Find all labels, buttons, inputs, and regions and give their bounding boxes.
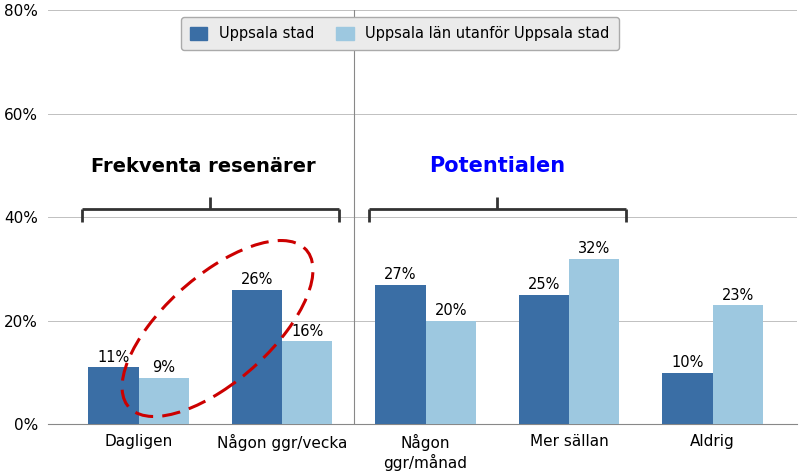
Text: 9%: 9% — [152, 360, 175, 375]
Text: 10%: 10% — [671, 355, 703, 370]
Bar — [425, 321, 476, 424]
Bar — [282, 342, 332, 424]
Bar — [88, 367, 139, 424]
Text: 27%: 27% — [384, 267, 417, 282]
Text: 20%: 20% — [434, 303, 467, 318]
Text: 26%: 26% — [241, 272, 273, 287]
Text: Potentialen: Potentialen — [429, 156, 566, 176]
Bar — [662, 372, 713, 424]
Text: Frekventa resenärer: Frekventa resenärer — [91, 157, 316, 176]
Text: 11%: 11% — [98, 350, 130, 365]
Bar — [139, 378, 189, 424]
Text: 32%: 32% — [578, 241, 610, 256]
Bar — [519, 295, 569, 424]
Bar — [569, 258, 619, 424]
Bar — [231, 290, 282, 424]
Text: 23%: 23% — [722, 288, 754, 303]
Legend: Uppsala stad, Uppsala län utanför Uppsala stad: Uppsala stad, Uppsala län utanför Uppsal… — [181, 18, 618, 50]
Text: 25%: 25% — [528, 277, 560, 292]
Bar — [713, 305, 763, 424]
Bar — [376, 285, 425, 424]
Text: 16%: 16% — [291, 324, 324, 339]
